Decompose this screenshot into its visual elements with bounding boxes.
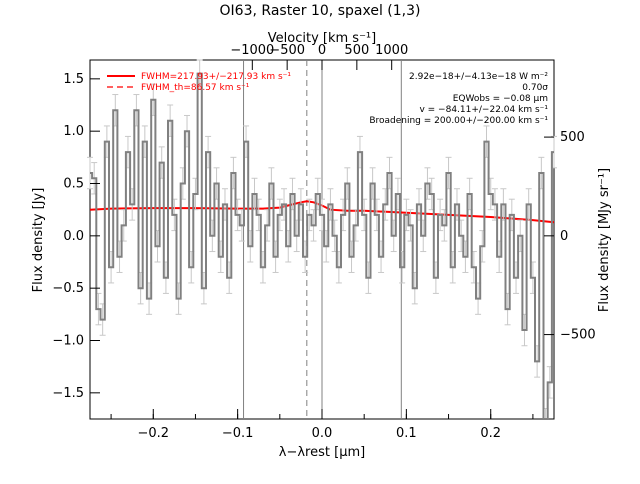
fit-annotations: 2.92e−18+/−4.13e−18 W m⁻² 0.70σ EQWobs =… bbox=[369, 72, 548, 126]
y-axis-label-left: Flux density [Jy] bbox=[31, 188, 46, 293]
y-tick-label-0: −1.5 bbox=[52, 386, 84, 401]
spectrum-step-line bbox=[90, 72, 554, 420]
right-tick-label-1: 0 bbox=[560, 229, 568, 244]
annotation-flux: 2.92e−18+/−4.13e−18 W m⁻² bbox=[409, 72, 548, 82]
legend-label-0: FWHM=217.93+/−217.93 km s⁻¹ bbox=[141, 72, 291, 82]
y-tick-label-1: −1.0 bbox=[52, 334, 84, 349]
y-axis-label-right: Flux density [MJy sr⁻¹] bbox=[597, 168, 612, 312]
top-tick-label-1: −500 bbox=[269, 43, 305, 58]
top-axis-ticks: −1000−500 0 500 1000 bbox=[230, 43, 408, 70]
top-tick-label-4: 1000 bbox=[375, 43, 408, 58]
right-axis-ticks: 500 0 −500 bbox=[544, 130, 596, 343]
spectrum-series bbox=[90, 72, 554, 420]
legend-label-1: FWHM_th=86.57 km s⁻¹ bbox=[141, 83, 250, 93]
y-tick-label-4: 0.5 bbox=[63, 177, 84, 192]
top-tick-label-2: 0 bbox=[318, 43, 326, 58]
x-tick-label-4: 0.2 bbox=[480, 426, 501, 441]
x-axis-label: λ−λrest [μm] bbox=[279, 445, 365, 460]
y-axis-ticks: −1.5 −1.0 −0.5 0.0 0.5 1.0 1.5 bbox=[52, 72, 100, 401]
right-tick-label-2: −500 bbox=[560, 328, 596, 343]
annotation-eqw: EQWobs = −0.08 μm bbox=[453, 94, 548, 104]
annotation-velocity: v = −84.11+/−22.04 km s⁻¹ bbox=[419, 105, 548, 115]
top-tick-label-3: 500 bbox=[344, 43, 369, 58]
chart-title: OI63, Raster 10, spaxel (1,3) bbox=[220, 3, 421, 19]
annotation-sigma: 0.70σ bbox=[522, 83, 548, 93]
y-tick-label-2: −0.5 bbox=[52, 281, 84, 296]
x-tick-label-0: −0.2 bbox=[137, 426, 169, 441]
x-tick-label-3: 0.1 bbox=[396, 426, 417, 441]
x-tick-label-1: −0.1 bbox=[222, 426, 254, 441]
x-axis-ticks: −0.2 −0.1 0.0 0.1 0.2 bbox=[110, 409, 534, 441]
annotation-broadening: Broadening = 200.00+/−200.00 km s⁻¹ bbox=[369, 116, 548, 126]
vertical-reference-lines bbox=[243, 60, 402, 419]
right-tick-label-0: 500 bbox=[560, 130, 585, 145]
y-tick-label-6: 1.5 bbox=[63, 72, 84, 87]
top-tick-label-0: −1000 bbox=[230, 43, 274, 58]
top-axis-label: Velocity [km s⁻¹] bbox=[268, 31, 376, 46]
y-tick-label-3: 0.0 bbox=[63, 229, 84, 244]
x-tick-label-2: 0.0 bbox=[312, 426, 333, 441]
legend: FWHM=217.93+/−217.93 km s⁻¹ FWHM_th=86.5… bbox=[107, 72, 291, 93]
y-tick-label-5: 1.0 bbox=[63, 124, 84, 139]
